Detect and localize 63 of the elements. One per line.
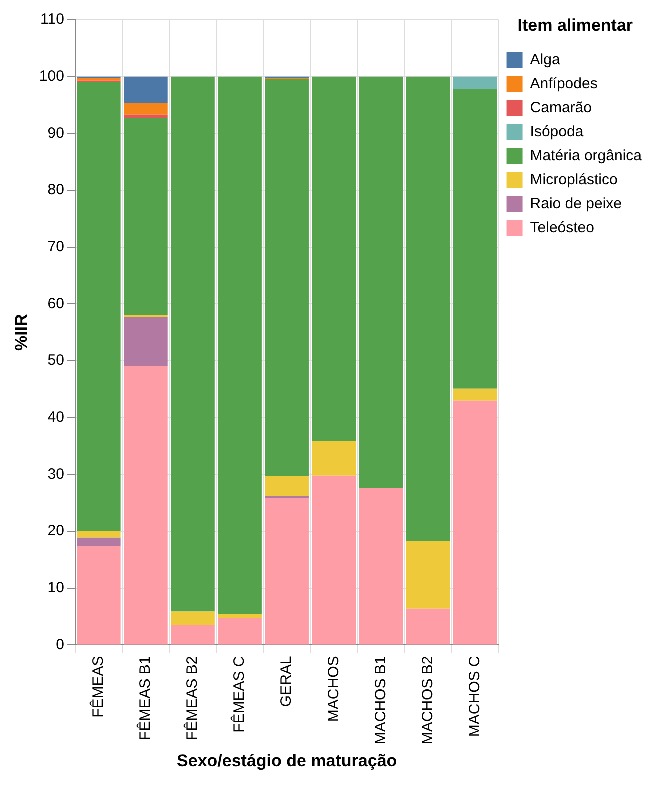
bar: [406, 76, 450, 542]
y-tick-label: 40: [48, 409, 64, 426]
x-tick-label: MACHOS: [325, 656, 342, 722]
bar: [77, 546, 121, 645]
bar: [218, 614, 262, 618]
x-tick-label: FÊMEAS: [89, 656, 108, 718]
bar: [453, 76, 498, 90]
legend-label: Alga: [530, 52, 561, 69]
bar: [124, 114, 168, 118]
bar: [406, 608, 450, 645]
bar: [171, 625, 215, 645]
x-tick-label: FÊMEAS B1: [136, 656, 154, 740]
y-tick-label: 80: [48, 182, 64, 199]
bar: [359, 76, 404, 488]
bar: [453, 400, 498, 645]
y-tick-label: 110: [40, 11, 64, 28]
bar: [312, 476, 356, 645]
bar: [77, 538, 121, 546]
bar: [312, 441, 356, 476]
bar: [265, 498, 309, 645]
legend-label: Teleósteo: [530, 220, 594, 237]
bar: [171, 76, 215, 612]
x-tick-label: GERAL: [278, 656, 296, 708]
x-tick-label: FÊMEAS B2: [183, 656, 202, 740]
y-tick-label: 70: [48, 238, 64, 256]
x-tick-label: MACHOS B2: [419, 656, 436, 745]
bar: [406, 541, 450, 609]
bar: [124, 118, 168, 316]
y-tick-label: 100: [39, 68, 64, 85]
legend-label: Camarão: [530, 100, 592, 117]
x-tick-label: FÊMEAS C: [230, 656, 248, 733]
bar: [171, 612, 215, 626]
y-tick-label: 10: [48, 580, 64, 597]
bar: [124, 317, 168, 366]
bar: [359, 488, 404, 645]
legend-title: Item alimentar: [518, 16, 634, 36]
bar: [312, 76, 356, 442]
bar: [218, 76, 262, 614]
y-tick-label: 50: [48, 352, 64, 370]
y-tick-label: 30: [48, 466, 64, 483]
legend-label: Isópoda: [530, 124, 584, 141]
legend-label: Raio de peixe: [530, 196, 622, 213]
bar: [124, 102, 168, 115]
legend-label: Matéria orgânica: [530, 148, 643, 165]
bar: [77, 82, 121, 531]
y-axis-title: %IIR: [12, 314, 31, 352]
x-tick-label: MACHOS B1: [372, 656, 390, 745]
bar: [124, 366, 168, 645]
bar: [265, 476, 309, 496]
x-axis-title: Sexo/estágio de maturação: [177, 751, 398, 770]
y-tick-label: 20: [48, 522, 64, 540]
y-tick-label: 90: [48, 124, 64, 142]
bar: [218, 618, 262, 645]
bar: [453, 388, 498, 401]
y-tick-label: 60: [48, 295, 64, 312]
legend-label: Microplástico: [530, 172, 618, 189]
bar: [265, 79, 309, 476]
y-tick-label: 0: [56, 636, 64, 654]
bar: [124, 76, 168, 103]
bar: [453, 89, 498, 389]
legend-label: Anfípodes: [530, 76, 598, 93]
x-tick-label: MACHOS C: [466, 656, 484, 738]
bar: [77, 531, 121, 538]
